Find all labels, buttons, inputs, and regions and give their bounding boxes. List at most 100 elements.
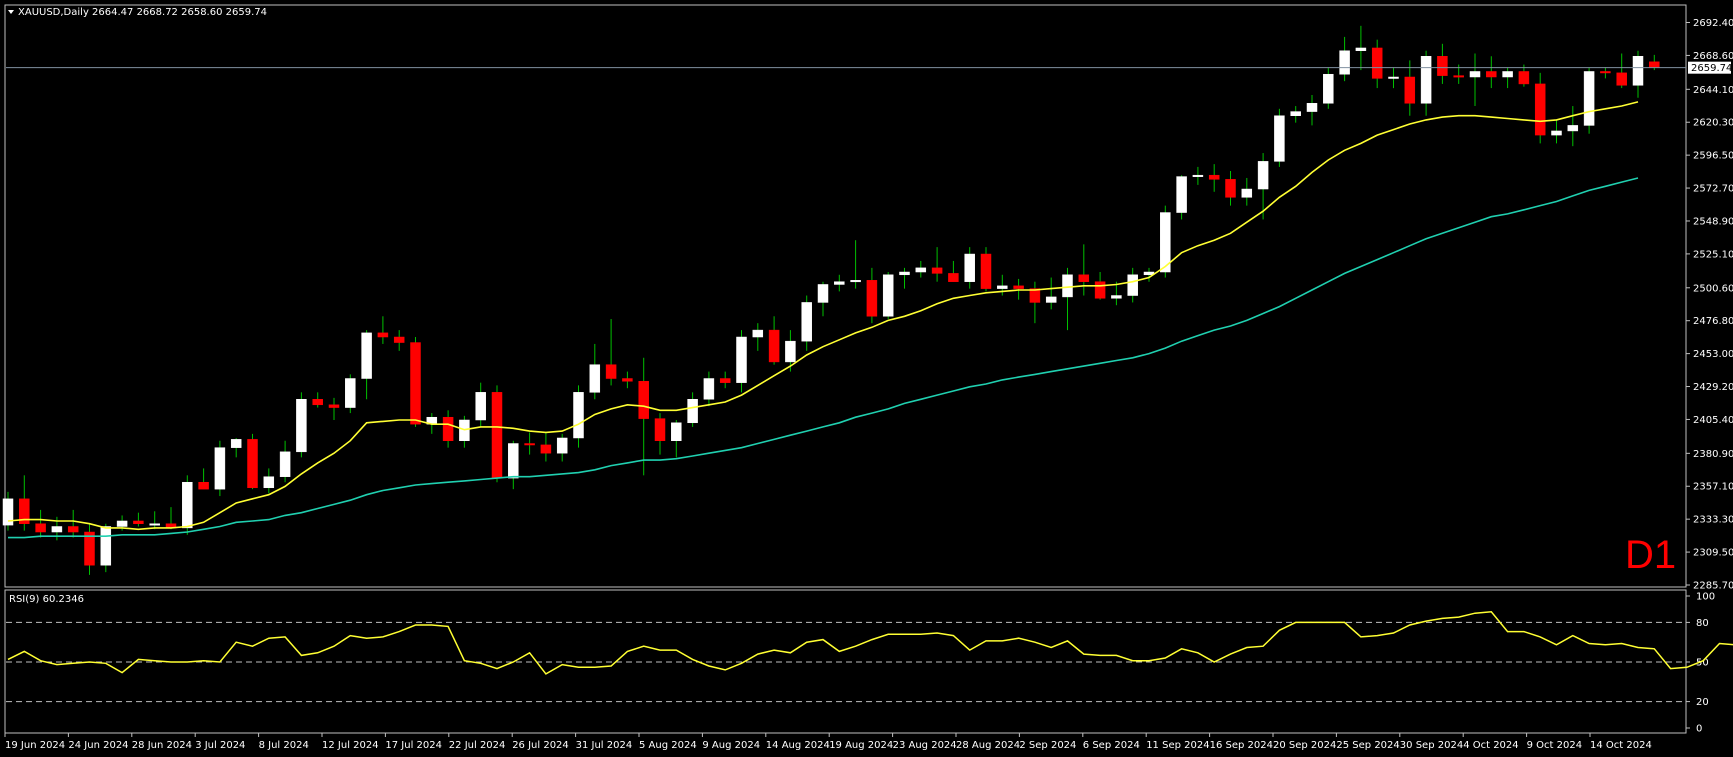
candle-bull [1160,212,1171,273]
rsi-tick-label: 0 [1696,724,1702,735]
candle-bull [1290,111,1301,116]
candle-bear [1225,179,1236,198]
time-tick-label: 19 Jun 2024 [5,740,65,751]
candle-bull [817,284,829,303]
candle-bull [1062,274,1073,298]
ma-slow-line [8,177,1639,539]
candle-bull [1045,296,1057,303]
candle-bear [198,481,209,490]
candle-bear [35,523,46,533]
time-tick-label: 16 Sep 2024 [1210,740,1273,751]
price-tick-label: 2596.50 [1693,151,1733,162]
candle-bull [687,399,698,424]
candle-bear [1453,75,1464,78]
candle-bear [1371,47,1383,79]
price-tick-label: 2405.40 [1693,415,1733,426]
candle-bear [638,381,649,419]
candle-bear [948,273,959,282]
candle-bull [2,498,14,526]
candle-bear [1094,281,1106,299]
candle-bear [605,364,617,379]
candle-bull [1274,115,1285,162]
candle-bull [850,280,861,283]
price-tick-label: 2620.30 [1693,118,1733,129]
candle-bull [1339,50,1350,75]
candle-bull [214,447,226,490]
rsi-line [7,611,1733,675]
time-tick-label: 28 Aug 2024 [956,740,1020,751]
candle-bull [279,451,291,477]
candle-bull [915,267,927,273]
candle-bull [899,271,910,276]
candle-bear [1208,174,1220,180]
candle-bull [296,399,307,453]
candle-bull [589,364,601,393]
candle-bear [247,439,258,489]
time-tick-label: 31 Jul 2024 [576,740,633,751]
candle-bull [671,422,682,441]
time-tick-label: 4 Oct 2024 [1463,740,1518,751]
candle-bear [654,418,666,441]
candle-bull [964,253,975,282]
candle-bear [524,443,535,446]
candle-bear [1616,72,1627,86]
candle-bull [834,281,845,285]
time-tick-label: 6 Sep 2024 [1083,740,1140,751]
candle-bull [1111,295,1122,299]
candle-bull [997,285,1008,289]
candle-bear [1404,76,1416,104]
candle-bear [622,378,633,382]
candle-bear [491,392,503,479]
time-tick-label: 11 Sep 2024 [1146,740,1209,751]
candle-bull [475,392,486,421]
candle-bull [100,526,112,566]
candle-bear [768,329,780,363]
candle-bear [1518,71,1530,85]
price-tick-label: 2429.20 [1693,382,1733,393]
candle-bear [19,498,30,524]
candle-bull [182,481,193,529]
candle-bear [1078,274,1090,282]
price-axis: 2692.40 2668.60 2644.10 2620.30 2596.50 2572.… [1686,18,1733,592]
candle-bear [133,520,144,524]
candle-bull [508,443,519,479]
time-tick-label: 24 Jun 2024 [68,740,128,751]
time-tick-label: 9 Oct 2024 [1527,740,1582,751]
candle-bear [377,332,389,338]
current-price-line: 2659.74 [6,61,1732,74]
candle-bull [1388,76,1399,79]
candle-bear [866,280,878,317]
price-tick-label: 2285.70 [1693,581,1733,592]
time-tick-label: 14 Aug 2024 [766,740,830,751]
time-tick-label: 12 Jul 2024 [322,740,379,751]
candle-bull [116,520,128,527]
candle-bull [1502,71,1513,78]
candle-bull [1420,56,1432,104]
time-tick-label: 23 Aug 2024 [893,740,957,751]
time-tick-label: 19 Aug 2024 [829,740,893,751]
time-tick-label: 26 Jul 2024 [512,740,569,751]
candle-bear [1649,61,1660,68]
collapse-triangle-icon[interactable] [8,10,14,14]
candle-bear [1013,285,1024,289]
candle-bull [1241,188,1253,198]
current-price-box [1688,61,1731,74]
candle-bull [1257,161,1269,190]
timeframe-badge: D1 [1625,533,1676,577]
price-tick-label: 2668.60 [1693,51,1733,62]
candle-bull [1469,71,1481,78]
price-tick-label: 2309.50 [1693,548,1733,559]
price-tick-label: 2644.10 [1693,85,1733,96]
candle-bear [980,253,992,289]
candle-bull [752,329,764,338]
candle-bull [801,302,812,342]
candle-bear [1437,56,1448,76]
time-tick-label: 8 Jul 2024 [259,740,309,751]
candle-bull [1583,71,1595,126]
candle-bull [556,437,568,454]
price-tick-label: 2572.70 [1693,184,1733,195]
price-tick-label: 2548.90 [1693,216,1733,227]
time-tick-label: 20 Sep 2024 [1273,740,1336,751]
